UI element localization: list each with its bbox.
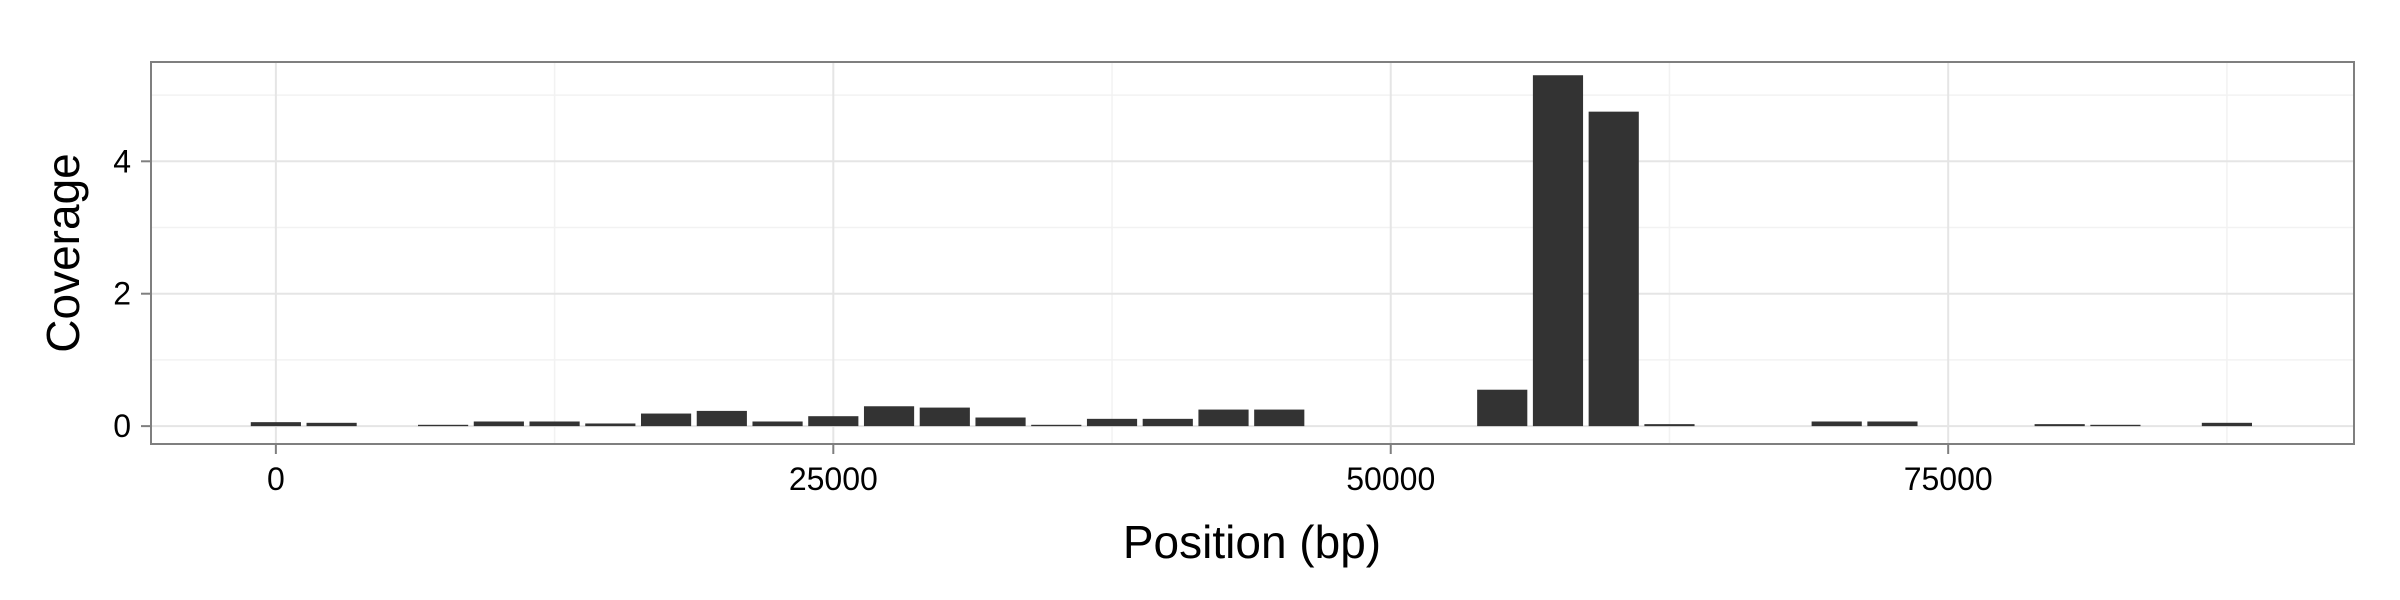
bar <box>1867 421 1918 427</box>
bar <box>1644 424 1695 427</box>
bar <box>418 424 469 427</box>
x-tick-label: 75000 <box>1904 461 1993 497</box>
bar <box>585 423 636 427</box>
bar <box>919 407 970 427</box>
bar <box>1031 424 1082 427</box>
bar <box>1086 418 1138 427</box>
bar <box>1477 389 1528 427</box>
x-tick-label: 50000 <box>1346 461 1435 497</box>
bar <box>250 422 301 427</box>
bar <box>863 406 915 427</box>
x-tick-label: 0 <box>267 461 285 497</box>
bar <box>1198 409 1249 427</box>
bar <box>306 422 357 427</box>
bar <box>2090 424 2141 427</box>
bar <box>1142 418 1193 427</box>
bar <box>1811 421 1862 427</box>
bar <box>975 417 1026 427</box>
x-tick-label: 25000 <box>789 461 878 497</box>
bar <box>1588 111 1639 427</box>
y-tick-label: 4 <box>113 143 131 179</box>
bar <box>752 421 803 427</box>
plot-panel-border <box>150 61 2355 445</box>
bar <box>696 410 747 427</box>
bar <box>2201 422 2252 427</box>
y-tick-label: 2 <box>113 276 131 312</box>
bar <box>2034 424 2085 427</box>
bar <box>529 421 580 427</box>
bar <box>1532 75 1584 427</box>
bar <box>1254 409 1305 427</box>
y-axis-ticks: 0 2 4 <box>113 143 151 444</box>
x-axis-ticks: 0 25000 50000 75000 <box>267 444 1993 497</box>
bar <box>640 413 692 427</box>
plot-panel-background <box>151 62 2354 444</box>
bar <box>473 421 524 427</box>
y-tick-label: 0 <box>113 408 131 444</box>
bars <box>250 75 2252 427</box>
y-axis-title: Coverage <box>37 153 89 352</box>
bar <box>808 416 859 427</box>
x-axis-title: Position (bp) <box>1123 516 1381 568</box>
